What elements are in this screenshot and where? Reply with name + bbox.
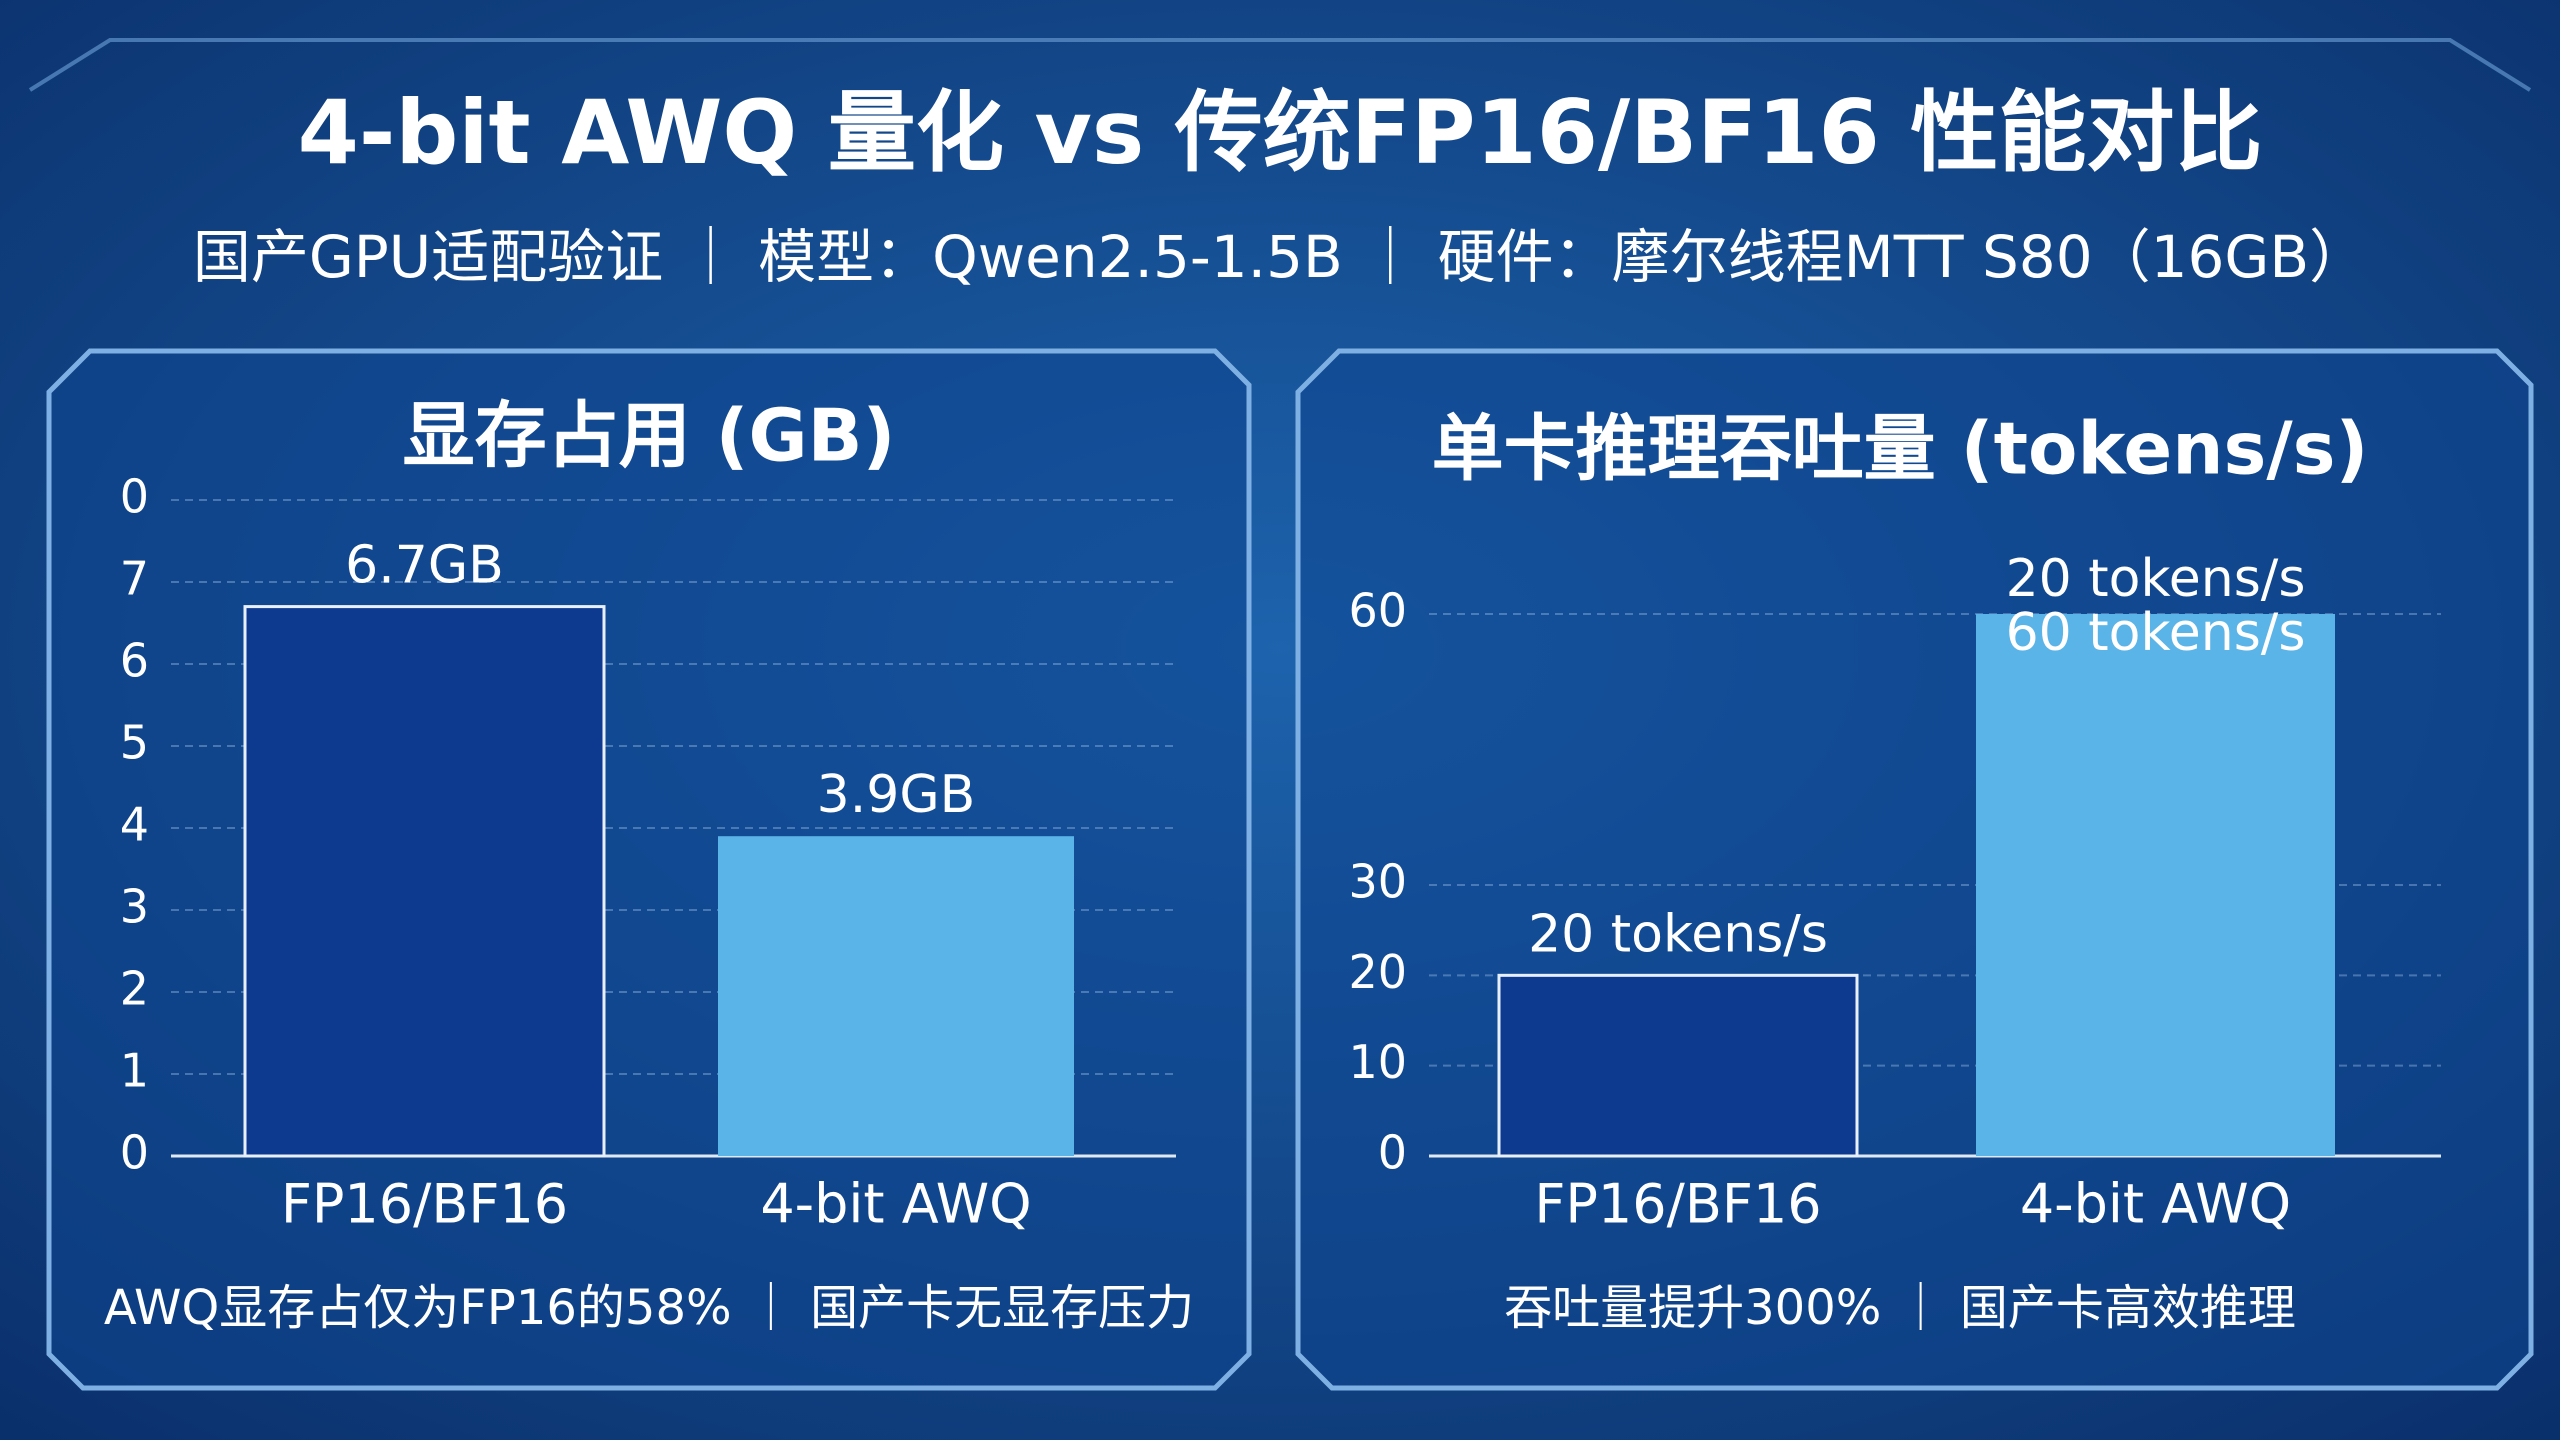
y-tick-label: 7 <box>120 552 149 606</box>
value-label: 6.7GB <box>345 536 504 596</box>
y-tick-label: 5 <box>120 716 149 770</box>
y-tick-label: 3 <box>120 880 149 934</box>
value-label: 3.9GB <box>817 765 976 825</box>
chart-title: 显存占用 (GB) <box>403 394 896 478</box>
value-label: 60 tokens/s <box>2006 603 2306 663</box>
annotation: 20 tokens/s <box>2006 549 2306 609</box>
y-tick-label: 6 <box>120 634 149 688</box>
x-tick-label: FP16/BF16 <box>281 1173 568 1236</box>
x-tick-label: FP16/BF16 <box>1534 1173 1821 1236</box>
y-tick-label: 4 <box>120 798 149 852</box>
y-tick-label: 0 <box>120 1126 149 1180</box>
value-label: 20 tokens/s <box>1528 904 1828 964</box>
frame-top <box>28 38 2532 92</box>
y-tick-label: 0 <box>1378 1126 1407 1180</box>
bar <box>1497 973 1859 1158</box>
y-tick-label: 1 <box>120 1044 149 1098</box>
y-tick-label: 0 <box>120 470 149 524</box>
page-title: 4-bit AWQ 量化 vs 传统FP16/BF16 性能对比 <box>298 81 2263 184</box>
bar <box>718 836 1074 1156</box>
page-subtitle: 国产GPU适配验证 ｜ 模型：Qwen2.5-1.5B ｜ 硬件：摩尔线程MTT… <box>193 223 2367 291</box>
x-tick-label: 4-bit AWQ <box>2020 1173 2291 1236</box>
y-tick-label: 60 <box>1348 584 1407 638</box>
chart-title: 单卡推理吞吐量 (tokens/s) <box>1432 407 2369 491</box>
y-tick-label: 20 <box>1348 945 1407 999</box>
y-tick-label: 10 <box>1348 1035 1407 1089</box>
chart-note: AWQ显存占仅为FP16的58% ｜ 国产卡无显存压力 <box>104 1280 1194 1336</box>
y-tick-label: 2 <box>120 962 149 1016</box>
chart-note: 吞吐量提升300% ｜ 国产卡高效推理 <box>1504 1280 2296 1336</box>
bar <box>1976 614 2335 1156</box>
bar <box>243 605 606 1158</box>
panel <box>1295 348 2534 1391</box>
y-tick-label: 30 <box>1348 855 1407 909</box>
x-tick-label: 4-bit AWQ <box>760 1173 1031 1236</box>
